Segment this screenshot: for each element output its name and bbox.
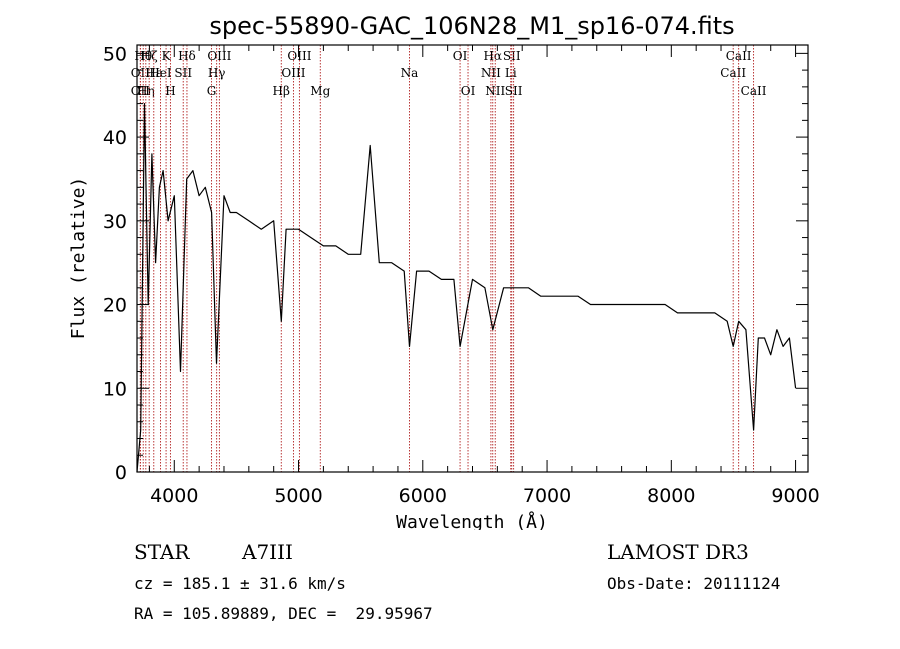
x-tick-label: 9000	[771, 485, 819, 507]
line-marker-label: Li	[505, 66, 517, 80]
line-marker-label: SII	[503, 49, 521, 63]
line-marker-label: Mg	[310, 84, 330, 98]
ra-dec-coordinates: RA = 105.89889, DEC = 29.95967	[134, 604, 433, 623]
axis-ticks: 4000 5000 6000 7000 8000 9000 0 10 20 30 40 50	[103, 43, 820, 507]
line-marker-label: OIII	[207, 49, 231, 63]
line-marker-label: K	[162, 49, 172, 63]
line-marker-label: NII	[485, 84, 505, 98]
y-tick-label: 40	[103, 127, 127, 149]
line-marker-label: Na	[401, 66, 419, 80]
line-marker-label: G	[207, 84, 217, 98]
line-marker-label: OI	[453, 49, 468, 63]
y-tick-label: 50	[103, 43, 127, 65]
y-tick-label: 0	[115, 462, 127, 484]
line-marker-label: CaII	[741, 84, 767, 98]
observation-date: Obs-Date: 20111124	[607, 574, 781, 593]
line-marker-label: Hζ	[141, 49, 158, 63]
line-marker-label: CaII	[726, 49, 752, 63]
line-marker-label: OIII	[281, 66, 305, 80]
x-tick-label: 5000	[274, 485, 322, 507]
spectrum-chart: spec-55890-GAC_106N28_M1_sp16-074.fits O…	[68, 12, 820, 530]
y-tick-label: 10	[103, 378, 127, 400]
line-marker-label: HeI	[149, 66, 172, 80]
line-marker-label: Hβ	[273, 84, 290, 98]
redshift-cz: cz = 185.1 ± 31.6 km/s	[134, 574, 346, 593]
y-tick-label: 30	[103, 211, 127, 233]
line-markers: OIIOIIHθHηHζHεHeIKHSIIHδGHγOIIIHβOIIIOII…	[131, 45, 767, 472]
x-tick-label: 6000	[399, 485, 447, 507]
x-tick-label: 4000	[150, 485, 198, 507]
line-marker-label: SII	[174, 66, 192, 80]
line-marker-label: Hδ	[178, 49, 196, 63]
line-marker-label: Hγ	[208, 66, 226, 80]
x-tick-label: 8000	[647, 485, 695, 507]
x-tick-label: 7000	[523, 485, 571, 507]
line-marker-label: SII	[505, 84, 523, 98]
x-axis-label: Wavelength (Å)	[396, 511, 548, 530]
object-class: STAR	[134, 540, 190, 564]
line-marker-label: OIII	[287, 49, 311, 63]
spectrum-series	[136, 102, 797, 473]
survey-name: LAMOST DR3	[607, 540, 749, 564]
y-tick-label: 20	[103, 295, 127, 317]
spectrum-line	[136, 102, 797, 473]
line-marker-label: Hθ	[134, 49, 152, 63]
chart-title: spec-55890-GAC_106N28_M1_sp16-074.fits	[209, 12, 734, 40]
object-subclass: A7III	[242, 540, 293, 564]
line-marker-label: H	[165, 84, 175, 98]
line-marker-label: OI	[461, 84, 476, 98]
line-marker-label: NII	[481, 66, 501, 80]
y-axis-label: Flux (relative)	[68, 177, 89, 340]
line-marker-label: Hη	[137, 84, 155, 98]
line-marker-label: Hε	[145, 66, 162, 80]
line-marker-label: CaII	[720, 66, 746, 80]
plot-frame	[136, 44, 809, 473]
line-marker-label: Hα	[483, 49, 502, 63]
